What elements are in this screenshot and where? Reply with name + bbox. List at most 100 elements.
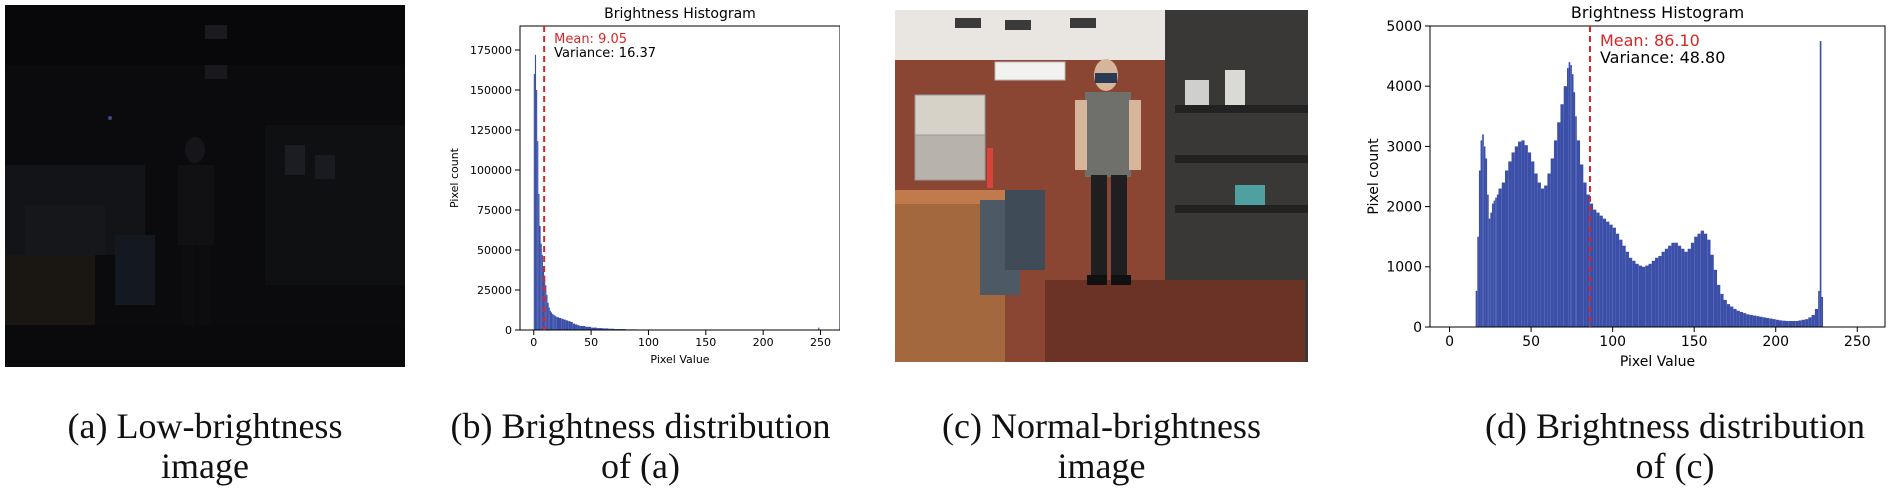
histogram-bar bbox=[570, 322, 573, 330]
histogram-bar bbox=[1762, 317, 1766, 327]
histogram-bar bbox=[1805, 319, 1809, 327]
histogram-bar bbox=[1570, 65, 1572, 327]
histogram-bar bbox=[602, 328, 609, 330]
histogram-bar bbox=[1619, 239, 1623, 327]
histogram-bar bbox=[577, 325, 580, 330]
x-axis-label: Pixel Value bbox=[650, 353, 709, 366]
histogram-bar bbox=[1707, 239, 1711, 327]
low-brightness-photo-art bbox=[5, 5, 405, 367]
histogram-bar bbox=[1482, 134, 1484, 327]
x-tick-label: 0 bbox=[1445, 334, 1454, 350]
histogram-bar bbox=[1537, 182, 1541, 327]
histogram-bar bbox=[1553, 140, 1558, 327]
histogram-bar bbox=[1571, 74, 1574, 327]
histogram-bar bbox=[1573, 92, 1576, 327]
x-tick-label: 200 bbox=[1762, 334, 1789, 350]
histogram-bar bbox=[1531, 161, 1535, 327]
histogram-bar bbox=[1496, 194, 1499, 327]
histogram-bar bbox=[1749, 314, 1753, 327]
histogram-bar bbox=[1713, 269, 1718, 327]
histogram-bar bbox=[1730, 306, 1734, 327]
histogram-bar bbox=[1697, 233, 1701, 327]
histogram-bar bbox=[1720, 293, 1724, 327]
histogram-bar bbox=[1655, 257, 1659, 327]
histogram-bar bbox=[1769, 318, 1773, 327]
histogram-bar bbox=[579, 326, 586, 330]
histogram-bar bbox=[1638, 265, 1643, 327]
histogram-bar bbox=[1478, 170, 1481, 327]
y-axis-label: Pixel count bbox=[448, 147, 461, 208]
x-tick-label: 200 bbox=[753, 336, 774, 349]
histogram-chart-b: Brightness Histogram 0 50 100 150 200 250 0 2500… bbox=[448, 6, 840, 366]
histogram-bar bbox=[1752, 315, 1757, 327]
histogram-bar bbox=[1547, 173, 1551, 327]
histogram-bar bbox=[1733, 308, 1737, 327]
mean-annotation: Mean: 86.10 bbox=[1600, 31, 1700, 50]
histogram-bar bbox=[1586, 194, 1590, 327]
histogram-bar bbox=[547, 302, 549, 330]
histogram-bar bbox=[541, 254, 543, 330]
histogram-bar bbox=[1609, 224, 1613, 327]
histogram-bar bbox=[1723, 299, 1727, 327]
histogram-bar bbox=[1493, 200, 1496, 327]
histogram-bar bbox=[1808, 317, 1812, 327]
histogram-bar bbox=[554, 315, 556, 330]
histogram-bar bbox=[1756, 316, 1760, 327]
variance-annotation: Variance: 16.37 bbox=[554, 46, 656, 61]
histogram-bar bbox=[1491, 203, 1494, 327]
histogram-bar bbox=[1576, 140, 1581, 327]
caption-b-line1: (b) Brightness distribution bbox=[450, 406, 831, 446]
histogram-bar bbox=[1622, 245, 1626, 327]
caption-d: (d) Brightness distribution of (c) bbox=[1465, 406, 1885, 486]
caption-b-line2: of (a) bbox=[601, 446, 680, 486]
histogram-bar bbox=[1759, 316, 1763, 327]
histogram-bar bbox=[563, 319, 566, 330]
histogram-bar bbox=[1518, 141, 1522, 327]
histogram-bar bbox=[538, 194, 540, 330]
histogram-bar bbox=[1736, 310, 1740, 327]
histogram-bar bbox=[1798, 320, 1802, 327]
histogram-bar bbox=[1788, 320, 1793, 327]
histogram-bar bbox=[556, 317, 559, 330]
histogram-bar bbox=[1625, 251, 1629, 327]
histogram-bar bbox=[1635, 263, 1639, 327]
histogram-chart-d: Brightness Histogram 0 50 100 150 200 250 0 1000… bbox=[1366, 3, 1886, 370]
histogram-bar bbox=[575, 324, 578, 330]
y-tick-label: 0 bbox=[1413, 320, 1422, 336]
y-tick-label: 125000 bbox=[470, 124, 512, 137]
histogram-bar bbox=[1648, 263, 1652, 327]
histogram-bar bbox=[546, 294, 548, 330]
histogram-bar bbox=[1772, 319, 1776, 327]
histogram-bar bbox=[608, 328, 615, 330]
histogram-bar bbox=[1568, 62, 1571, 328]
histogram-bar bbox=[1514, 146, 1519, 327]
caption-d-line1: (d) Brightness distribution bbox=[1485, 406, 1865, 446]
histogram-bar bbox=[1628, 257, 1633, 327]
histogram-bar bbox=[1677, 245, 1682, 327]
histogram-bar bbox=[540, 243, 542, 330]
histogram-bar bbox=[1690, 242, 1695, 327]
x-tick-label: 100 bbox=[638, 336, 659, 349]
histogram-bar bbox=[591, 327, 597, 330]
histogram-bar bbox=[1642, 266, 1646, 327]
mean-annotation: Mean: 9.05 bbox=[554, 32, 627, 47]
histogram-bar bbox=[818, 327, 820, 330]
histogram-bar bbox=[1508, 161, 1512, 327]
histogram-bar bbox=[1700, 230, 1704, 327]
caption-c-line2: image bbox=[1057, 446, 1146, 486]
histogram-bar bbox=[1661, 251, 1665, 327]
histogram-bar bbox=[1480, 140, 1483, 327]
histogram-bar bbox=[1475, 290, 1478, 327]
histogram-bar bbox=[1615, 233, 1620, 327]
histogram-bar bbox=[1743, 313, 1747, 327]
histogram-bar bbox=[1488, 218, 1491, 327]
histogram-bar bbox=[1527, 152, 1532, 327]
histogram-bar bbox=[1550, 158, 1554, 327]
x-tick-label: 150 bbox=[1681, 334, 1708, 350]
histogram-bar bbox=[1694, 236, 1698, 327]
histogram-bar bbox=[1602, 218, 1607, 327]
histogram-bar bbox=[561, 318, 564, 330]
histogram-bar bbox=[548, 307, 550, 330]
histogram-bar bbox=[1580, 164, 1584, 327]
histogram-bar bbox=[1687, 248, 1691, 327]
